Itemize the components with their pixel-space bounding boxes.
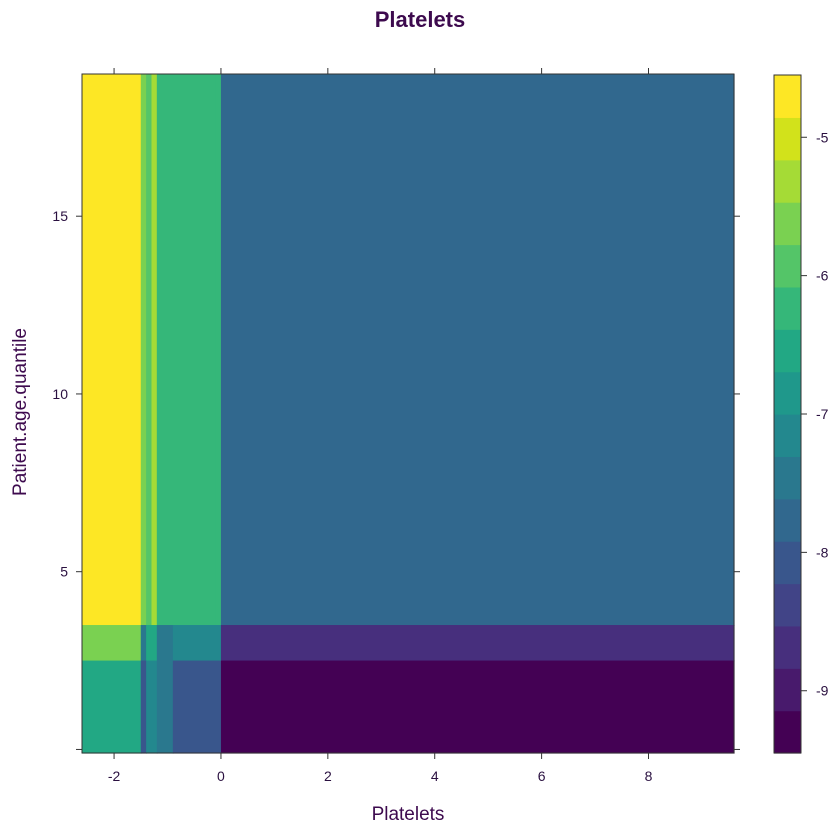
- colorbar-tick-label: -9: [816, 683, 829, 699]
- x-tick-label: 4: [431, 768, 439, 784]
- x-tick-label: 2: [324, 768, 332, 784]
- colorbar-swatch: [774, 456, 801, 500]
- heatmap-cell: [220, 74, 735, 626]
- heatmap-regions: [82, 74, 735, 754]
- heatmap-cell: [172, 660, 222, 754]
- colorbar-tick-label: -5: [816, 129, 829, 145]
- colorbar-swatch: [774, 159, 801, 203]
- colorbar-swatch: [774, 75, 801, 118]
- colorbar-tick-label: -7: [816, 406, 829, 422]
- colorbar-swatch: [774, 625, 801, 669]
- colorbar: -9 -8 -7 -6 -5: [773, 74, 829, 754]
- x-tick-label: 0: [217, 768, 225, 784]
- colorbar-swatch: [774, 202, 801, 246]
- heatmap-cell: [82, 625, 142, 662]
- plot-panel-border: [81, 73, 735, 754]
- colorbar-swatch: [774, 244, 801, 288]
- x-axis-label: Platelets: [372, 804, 445, 825]
- heatmap-cell: [156, 625, 174, 662]
- heatmap-cell: [140, 625, 147, 662]
- heatmap-cell: [146, 74, 153, 626]
- heatmap-cell: [82, 74, 142, 626]
- heatmap-cell: [156, 660, 174, 754]
- x-tick-label: 6: [538, 768, 546, 784]
- colorbar-swatch: [774, 541, 801, 585]
- heatmap-cell: [140, 660, 147, 754]
- heatmap-cell: [146, 660, 158, 754]
- colorbar-tick-label: -6: [816, 268, 829, 284]
- colorbar-swatch: [774, 668, 801, 712]
- y-axis: 5 10 15: [52, 208, 740, 750]
- heatmap-cell: [146, 625, 158, 662]
- colorbar-swatch: [774, 498, 801, 542]
- colorbar-swatch: [774, 414, 801, 457]
- y-tick-label: 5: [60, 564, 68, 580]
- y-axis-label: Patient.age.quantile: [10, 328, 31, 496]
- heatmap-cell: [140, 74, 147, 626]
- colorbar-tick-label: -8: [816, 544, 829, 560]
- heatmap-cell: [172, 625, 222, 662]
- colorbar-swatch: [774, 710, 801, 754]
- heatmap-cell: [220, 660, 735, 754]
- heatmap-cell: [82, 660, 142, 754]
- x-tick-label: 8: [645, 768, 653, 784]
- colorbar-swatch: [774, 371, 801, 415]
- colorbar-swatch: [774, 117, 801, 161]
- chart-title: Platelets: [375, 7, 466, 32]
- heatmap-cell: [151, 74, 158, 626]
- heatmap-cell: [220, 625, 735, 662]
- heatmap-cell: [215, 74, 222, 626]
- y-tick-label: 15: [52, 208, 68, 224]
- colorbar-swatch: [774, 286, 801, 330]
- x-axis: -2 0 2 4 6 8: [108, 68, 653, 784]
- heatmap-cell: [156, 74, 217, 626]
- colorbar-swatch: [774, 329, 801, 373]
- y-tick-label: 10: [52, 386, 68, 402]
- colorbar-swatch: [774, 583, 801, 627]
- x-tick-label: -2: [108, 768, 121, 784]
